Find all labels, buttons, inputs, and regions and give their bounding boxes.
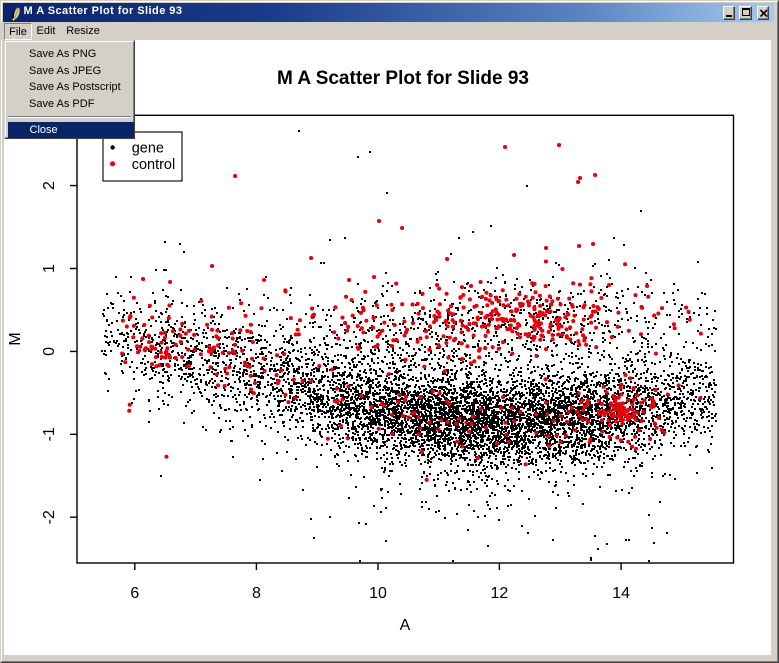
- svg-text:control: control: [132, 157, 176, 173]
- svg-text:0: 0: [41, 347, 58, 356]
- svg-text:10: 10: [369, 585, 387, 602]
- svg-text:-1: -1: [41, 427, 58, 441]
- svg-text:M A Scatter Plot for Slide 93: M A Scatter Plot for Slide 93: [277, 68, 529, 89]
- svg-text:2: 2: [41, 181, 58, 190]
- svg-text:gene: gene: [132, 141, 164, 157]
- svg-text:M: M: [7, 332, 24, 345]
- svg-text:14: 14: [612, 585, 630, 602]
- svg-text:-2: -2: [41, 510, 58, 524]
- svg-text:6: 6: [130, 585, 139, 602]
- svg-text:8: 8: [252, 585, 261, 602]
- svg-text:12: 12: [491, 585, 509, 602]
- svg-text:A: A: [400, 617, 411, 634]
- svg-text:1: 1: [41, 264, 58, 273]
